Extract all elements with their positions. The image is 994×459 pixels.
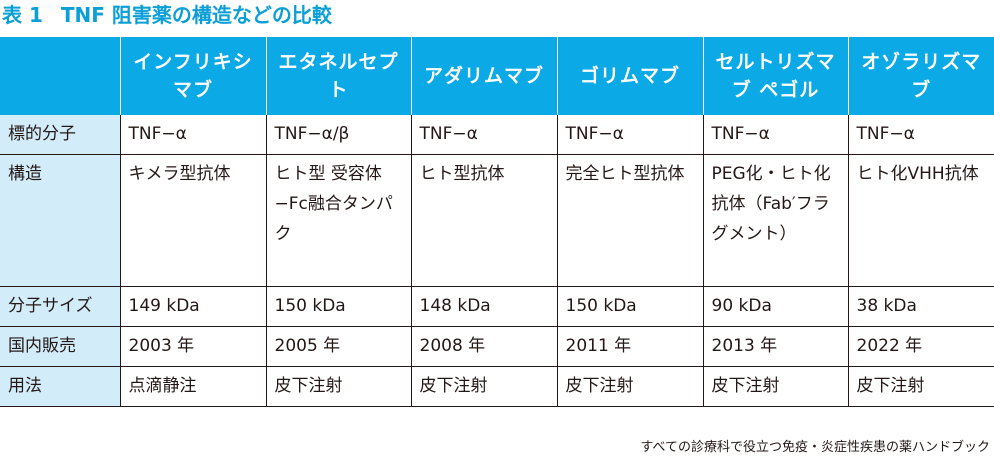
table-cell: 点滴静注 <box>119 366 266 407</box>
table-cell: 150 kDa <box>265 286 411 327</box>
table-cell: 149 kDa <box>119 286 266 327</box>
table-row: 国内販売 2003 年 2005 年 2008 年 2011 年 2013 年 … <box>0 326 994 367</box>
row-label-target: 標的分子 <box>0 115 121 155</box>
comparison-table: インフリキシマブ エタネルセプト アダリムマブ ゴリムマブ セルトリズマブ ペゴ… <box>0 37 994 407</box>
table-cell: キメラ型抗体 <box>119 154 266 287</box>
row-label-size: 分子サイズ <box>0 286 121 327</box>
table-cell: 2005 年 <box>265 326 411 367</box>
header-etanercept: エタネルセプト <box>265 37 411 115</box>
table-row: 標的分子 TNF−α TNF−α/β TNF−α TNF−α TNF−α TNF… <box>0 115 994 155</box>
table-title: 表 1 TNF 阻害薬の構造などの比較 <box>2 0 332 30</box>
table-row: 用法 点滴静注 皮下注射 皮下注射 皮下注射 皮下注射 皮下注射 <box>0 366 994 407</box>
table-cell: 2008 年 <box>410 326 557 367</box>
header-row: インフリキシマブ エタネルセプト アダリムマブ ゴリムマブ セルトリズマブ ペゴ… <box>0 37 994 115</box>
table-cell: 皮下注射 <box>410 366 557 407</box>
table-cell: 2022 年 <box>847 326 994 367</box>
table-cell: 148 kDa <box>410 286 557 327</box>
table-cell: 皮下注射 <box>265 366 411 407</box>
table-cell: ヒト化VHH抗体 <box>847 154 994 287</box>
row-label-usage: 用法 <box>0 366 121 407</box>
table-cell: ヒト型 受容体−Fc融合タンパク <box>265 154 411 287</box>
row-label-launch: 国内販売 <box>0 326 121 367</box>
table-cell: TNF−α <box>410 115 557 155</box>
table-cell: 2003 年 <box>119 326 266 367</box>
comparison-table-wrapper: インフリキシマブ エタネルセプト アダリムマブ ゴリムマブ セルトリズマブ ペゴ… <box>0 37 994 407</box>
table-cell: PEG化・ヒト化抗体（Fab′フラグメント） <box>702 154 848 287</box>
header-infliximab: インフリキシマブ <box>119 37 266 115</box>
table-cell: 皮下注射 <box>556 366 703 407</box>
source-caption: すべての診療科で役立つ免疫・炎症性疾患の薬ハンドブック <box>640 440 990 455</box>
table-cell: TNF−α <box>702 115 848 155</box>
table-cell: 完全ヒト型抗体 <box>556 154 703 287</box>
table-row: 構造 キメラ型抗体 ヒト型 受容体−Fc融合タンパク ヒト型抗体 完全ヒト型抗体… <box>0 154 994 287</box>
table-cell: TNF−α <box>847 115 994 155</box>
table-cell: 2011 年 <box>556 326 703 367</box>
header-certolizumab: セルトリズマブ ペゴル <box>702 37 848 115</box>
table-cell: 皮下注射 <box>847 366 994 407</box>
header-golimumab: ゴリムマブ <box>556 37 703 115</box>
table-row: 分子サイズ 149 kDa 150 kDa 148 kDa 150 kDa 90… <box>0 286 994 327</box>
header-ozoralizumab: オゾラリズマブ <box>847 37 994 115</box>
table-cell: 90 kDa <box>702 286 848 327</box>
table-cell: ヒト型抗体 <box>410 154 557 287</box>
table-cell: TNF−α <box>556 115 703 155</box>
header-adalimumab: アダリムマブ <box>410 37 557 115</box>
table-title-text: TNF 阻害薬の構造などの比較 <box>60 3 332 27</box>
table-cell: TNF−α <box>119 115 266 155</box>
table-cell: 38 kDa <box>847 286 994 327</box>
table-cell: TNF−α/β <box>265 115 411 155</box>
table-cell: 皮下注射 <box>702 366 848 407</box>
table-cell: 2013 年 <box>702 326 848 367</box>
table-number: 表 1 <box>2 3 43 27</box>
row-label-structure: 構造 <box>0 154 121 287</box>
table-cell: 150 kDa <box>556 286 703 327</box>
header-corner <box>0 37 120 115</box>
